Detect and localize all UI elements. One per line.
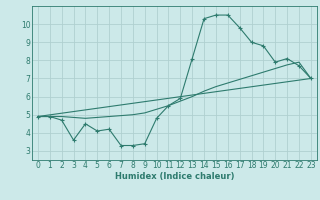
X-axis label: Humidex (Indice chaleur): Humidex (Indice chaleur) — [115, 172, 234, 181]
